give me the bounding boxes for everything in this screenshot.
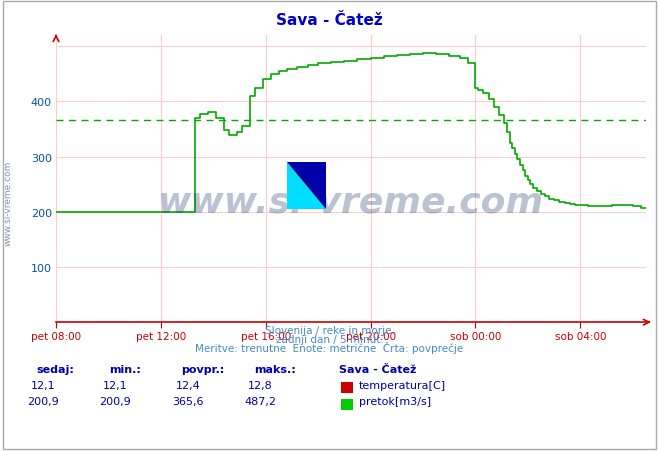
Text: 365,6: 365,6: [172, 396, 204, 406]
Text: 200,9: 200,9: [27, 396, 59, 406]
Text: 12,4: 12,4: [175, 380, 200, 390]
Text: Sava - Čatež: Sava - Čatež: [276, 13, 383, 28]
Text: pretok[m3/s]: pretok[m3/s]: [359, 396, 431, 406]
Text: Meritve: trenutne  Enote: metrične  Črta: povprečje: Meritve: trenutne Enote: metrične Črta: …: [195, 341, 464, 353]
Text: sedaj:: sedaj:: [36, 364, 74, 374]
Text: min.:: min.:: [109, 364, 140, 374]
Text: 12,8: 12,8: [248, 380, 273, 390]
Polygon shape: [287, 162, 326, 210]
Text: zadnji dan / 5 minut.: zadnji dan / 5 minut.: [275, 334, 384, 344]
Text: www.si-vreme.com: www.si-vreme.com: [158, 185, 544, 219]
Text: 200,9: 200,9: [100, 396, 131, 406]
Text: www.si-vreme.com: www.si-vreme.com: [3, 161, 13, 245]
Text: temperatura[C]: temperatura[C]: [359, 380, 446, 390]
Text: 12,1: 12,1: [30, 380, 55, 390]
Polygon shape: [287, 162, 326, 210]
Text: 12,1: 12,1: [103, 380, 128, 390]
Text: Slovenija / reke in morje.: Slovenija / reke in morje.: [264, 325, 395, 335]
Text: povpr.:: povpr.:: [181, 364, 225, 374]
Text: maks.:: maks.:: [254, 364, 295, 374]
Text: 487,2: 487,2: [244, 396, 276, 406]
Text: Sava - Čatež: Sava - Čatež: [339, 364, 416, 374]
